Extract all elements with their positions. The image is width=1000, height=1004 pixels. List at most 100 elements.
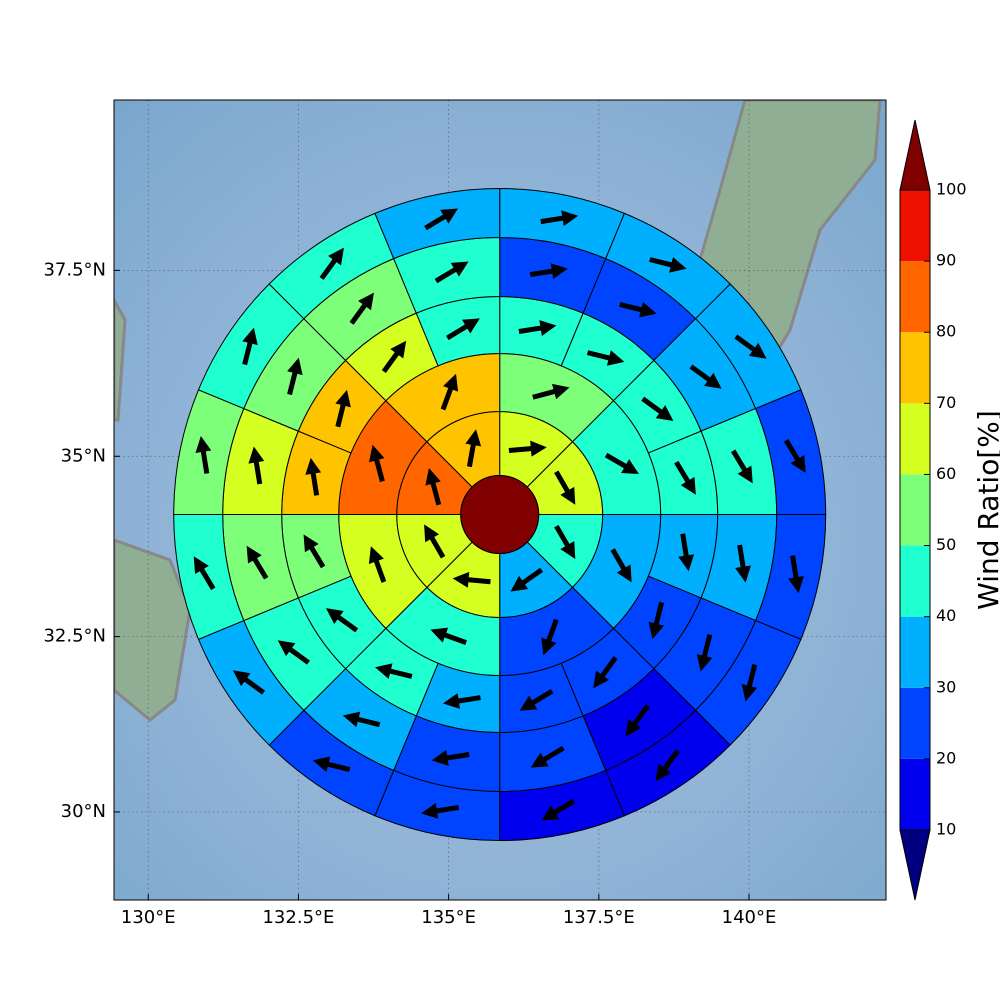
colorbar-tick-label: 100	[936, 180, 967, 199]
wind-arrow	[312, 756, 351, 773]
y-tick-label: 30°N	[61, 801, 106, 822]
y-tick-label: 35°N	[61, 445, 106, 466]
wind-arrow	[604, 452, 639, 475]
wind-arrow	[641, 396, 674, 422]
frame	[113, 99, 887, 901]
colorbar-bin	[900, 261, 930, 333]
x-tick-label: 135°E	[421, 907, 476, 928]
wind-arrow	[232, 670, 266, 695]
colorbar: 10 20 30 40 50 60 70 80 90 100	[899, 119, 967, 901]
center-circle	[460, 475, 540, 555]
land	[114, 299, 127, 422]
colorbar-label: Wind Ratio[%]	[972, 410, 1000, 610]
colorbar-tick-label: 20	[936, 748, 956, 767]
wind-arrow	[540, 210, 579, 227]
wind-arrow	[442, 693, 481, 709]
colorbar-tick-label: 10	[936, 820, 956, 839]
wind-arrow	[648, 601, 665, 640]
wind-arrow	[349, 292, 374, 325]
wind-arrow	[731, 449, 753, 484]
wind-arrow	[649, 257, 687, 273]
colorbar-tick-label: 50	[936, 535, 956, 554]
wind-arrow	[381, 340, 407, 374]
wind-arrow	[554, 524, 576, 560]
wind-arrow	[678, 533, 695, 572]
colorbar-bin	[900, 190, 930, 262]
y-tick-label: 32.5°N	[43, 626, 106, 647]
wind-arrow	[277, 640, 310, 665]
colorbar-bin	[900, 545, 930, 617]
wind-arrow	[541, 798, 576, 821]
wind-arrow	[319, 247, 344, 280]
wind-arrow	[518, 320, 557, 336]
wind-arrow	[368, 546, 387, 583]
wind-arrow	[440, 373, 459, 411]
wind-arrow	[425, 468, 442, 506]
wind-arrow	[246, 545, 269, 580]
wind-arrow	[541, 618, 559, 656]
colorbar-extend	[899, 119, 931, 191]
wind-arrow	[452, 571, 491, 588]
wind-arrow	[689, 364, 722, 389]
colorbar-bin	[900, 758, 930, 830]
wind-arrow	[619, 301, 657, 318]
colorbar-bin	[900, 332, 930, 404]
colorbar-tick-label: 60	[936, 464, 956, 483]
wind-arrow	[446, 318, 480, 341]
wind-arrow	[655, 749, 680, 782]
wind-arrow	[625, 704, 650, 737]
wind-arrow	[465, 429, 482, 468]
wind-arrow	[195, 435, 212, 474]
wind-arrow	[325, 608, 359, 633]
wind-arrow	[303, 534, 326, 569]
wind-arrow	[696, 633, 713, 672]
wind-arrow	[519, 688, 554, 711]
wind-arrow	[287, 357, 303, 396]
wind-arrow	[368, 444, 385, 483]
colorbar-bin	[900, 687, 930, 759]
wind-arrow	[248, 446, 265, 485]
wind-arrow	[430, 627, 467, 646]
wind-arrow	[735, 544, 751, 583]
plot	[173, 188, 827, 842]
colorbar-bin	[900, 403, 930, 475]
wind-arrow	[508, 440, 547, 457]
y-tick-label: 37.5°N	[43, 259, 106, 280]
colorbar-bin	[900, 616, 930, 688]
wind-arrow	[532, 383, 570, 400]
wind-arrow	[674, 460, 696, 495]
wind-arrow	[335, 389, 351, 428]
colorbar-tick-label: 30	[936, 677, 956, 696]
wind-arrow	[783, 439, 806, 473]
colorbar-tick-label: 90	[936, 251, 956, 270]
wind-arrow	[424, 208, 459, 231]
wind-arrow	[375, 663, 413, 679]
wind-arrow	[342, 711, 381, 728]
colorbar-tick-label: 80	[936, 322, 956, 341]
wind-arrow	[193, 556, 216, 591]
wind-arrow	[788, 555, 804, 594]
colorbar-extend	[899, 829, 931, 901]
wind-arrow	[593, 656, 618, 689]
x-tick-label: 137.5°E	[563, 907, 635, 928]
wind-arrow	[734, 334, 767, 359]
x-tick-label: 130°E	[121, 907, 176, 928]
colorbar-bin	[900, 474, 930, 546]
wind-arrow	[431, 750, 470, 766]
wind-arrow	[421, 802, 460, 819]
wind-arrow	[242, 327, 258, 366]
x-tick-label: 140°E	[722, 907, 777, 928]
land	[114, 538, 192, 722]
x-tick-label: 132.5°E	[262, 907, 334, 928]
wind-arrow	[610, 548, 632, 583]
colorbar-tick-label: 70	[936, 393, 956, 412]
wind-arrow	[530, 745, 565, 768]
wind-arrow	[529, 263, 568, 280]
colorbar-tick-label: 40	[936, 606, 956, 625]
wind-arrow	[554, 470, 576, 505]
colorbar-outline	[899, 189, 931, 831]
wind-arrow	[586, 350, 625, 366]
wind-arrow	[741, 663, 758, 702]
wind-arrow	[424, 524, 446, 559]
